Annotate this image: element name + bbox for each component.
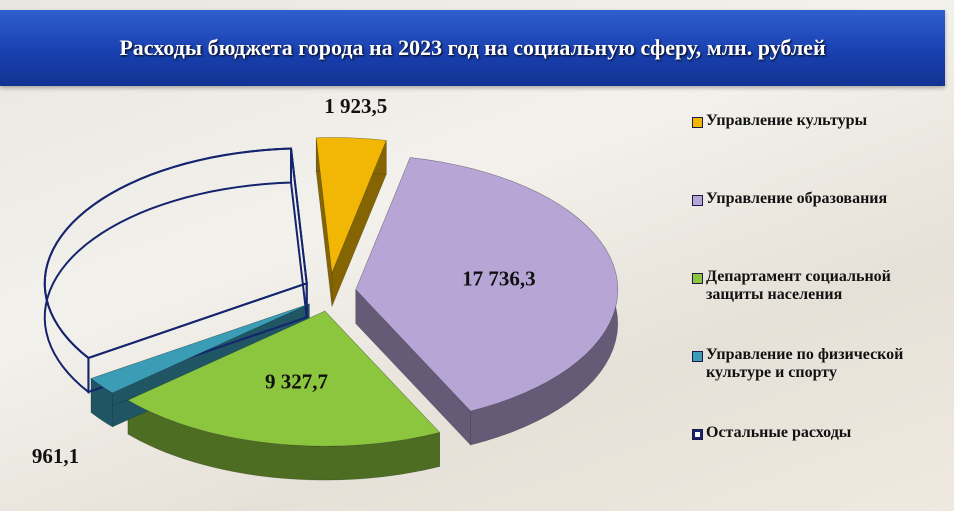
legend-item: Департамент социальной защиты населения [692, 268, 947, 346]
value-labels: 1 923,5 17 736,3 9 327,7 961,1 [32, 94, 536, 468]
legend-swatch [692, 273, 703, 284]
slice [43, 147, 308, 360]
slice [127, 310, 441, 447]
legend-label: Управление образования [706, 190, 888, 207]
slice-tops [43, 137, 619, 447]
legend-label: Управление по физической культуре и спор… [706, 346, 904, 381]
legend-label: Департамент социальной защиты населения [706, 268, 891, 303]
legend-label: Управление культуры [706, 112, 868, 129]
value-label: 9 327,7 [265, 370, 328, 394]
chart-title: Расходы бюджета города на 2023 год на со… [119, 35, 826, 60]
legend: Управление культуры Управление образовани… [692, 112, 947, 502]
legend-swatch [692, 117, 703, 128]
value-label: 17 736,3 [462, 266, 536, 290]
value-label: 961,1 [32, 444, 79, 468]
slice [355, 157, 619, 412]
legend-swatch [692, 195, 703, 206]
slice-radial-side [355, 288, 471, 446]
legend-swatch [692, 429, 703, 440]
legend-item: Управление образования [692, 190, 947, 268]
legend-swatch [692, 351, 703, 362]
legend-item: Управление по физической культуре и спор… [692, 346, 947, 424]
legend-item: Остальные расходы [692, 424, 947, 502]
legend-label: Остальные расходы [706, 424, 852, 441]
slice-radial-side [331, 140, 387, 307]
slice [315, 137, 387, 274]
slice [90, 303, 310, 394]
legend-item: Управление культуры [692, 112, 947, 190]
value-label: 1 923,5 [324, 94, 387, 118]
title-banner: Расходы бюджета города на 2023 год на со… [0, 10, 945, 86]
